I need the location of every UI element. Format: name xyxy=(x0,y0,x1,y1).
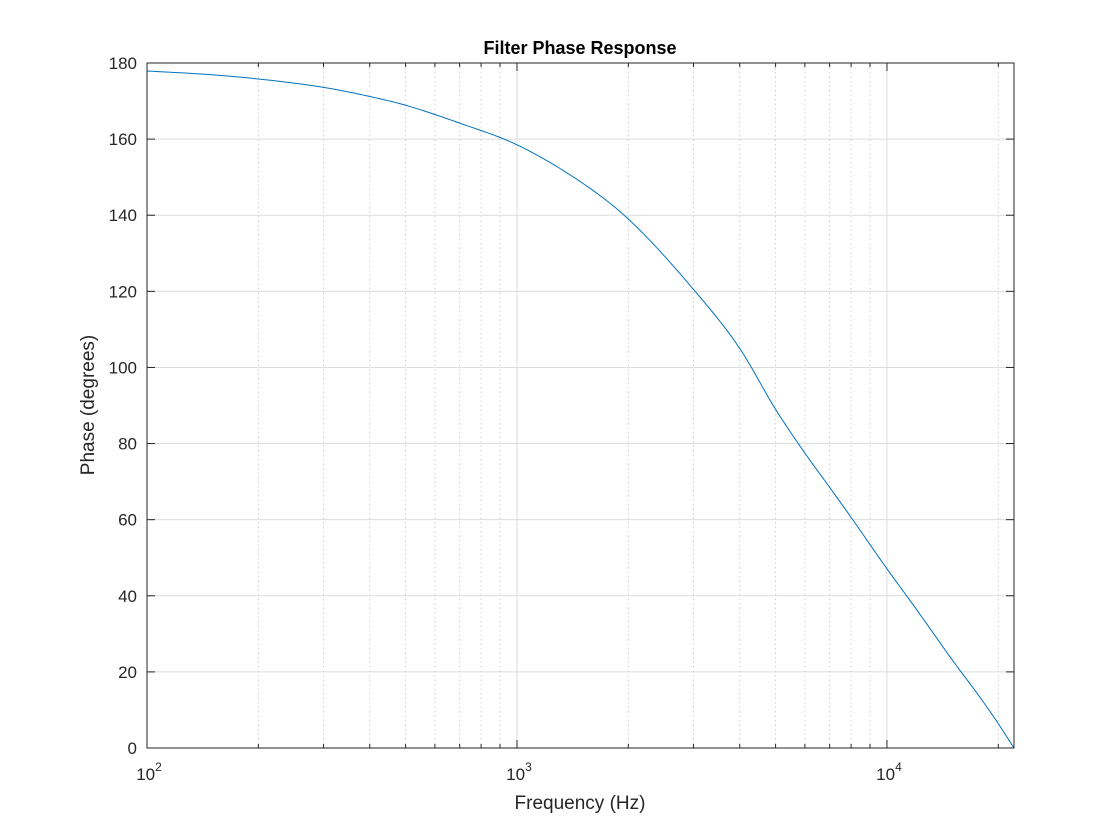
y-tick-label: 180 xyxy=(109,54,137,73)
y-tick-label: 80 xyxy=(118,435,137,454)
chart-title: Filter Phase Response xyxy=(483,38,676,58)
axes-box xyxy=(146,62,1015,749)
x-tick-exponent: 2 xyxy=(155,760,162,774)
x-tick-label: 103 xyxy=(506,760,532,784)
y-tick-label: 140 xyxy=(109,206,137,225)
x-tick-base: 10 xyxy=(876,765,895,784)
x-tick-base: 10 xyxy=(506,765,525,784)
phase-series-line xyxy=(146,70,1015,749)
y-tick-label: 0 xyxy=(128,739,137,758)
data-series xyxy=(146,70,1015,749)
y-tick-label: 160 xyxy=(109,130,137,149)
y-axis-label: Phase (degrees) xyxy=(78,335,99,475)
grid-lines xyxy=(147,63,1014,748)
y-tick-labels: 0 20 40 60 80 100 120 140 160 180 xyxy=(109,54,137,758)
x-tick-label: 102 xyxy=(136,760,162,784)
x-tick-exponent: 3 xyxy=(525,760,532,774)
axis-ticks xyxy=(146,62,1014,749)
plot-area xyxy=(147,63,1014,748)
x-tick-label: 104 xyxy=(876,760,902,784)
x-tick-base: 10 xyxy=(136,765,155,784)
x-axis-label: Frequency (Hz) xyxy=(515,793,646,814)
x-tick-exponent: 4 xyxy=(895,760,902,774)
y-tick-label: 120 xyxy=(109,282,137,301)
y-tick-label: 100 xyxy=(109,358,137,377)
y-tick-label: 60 xyxy=(118,511,137,530)
y-tick-label: 20 xyxy=(118,663,137,682)
x-tick-labels: 102 103 104 xyxy=(136,760,902,784)
y-tick-label: 40 xyxy=(118,587,137,606)
